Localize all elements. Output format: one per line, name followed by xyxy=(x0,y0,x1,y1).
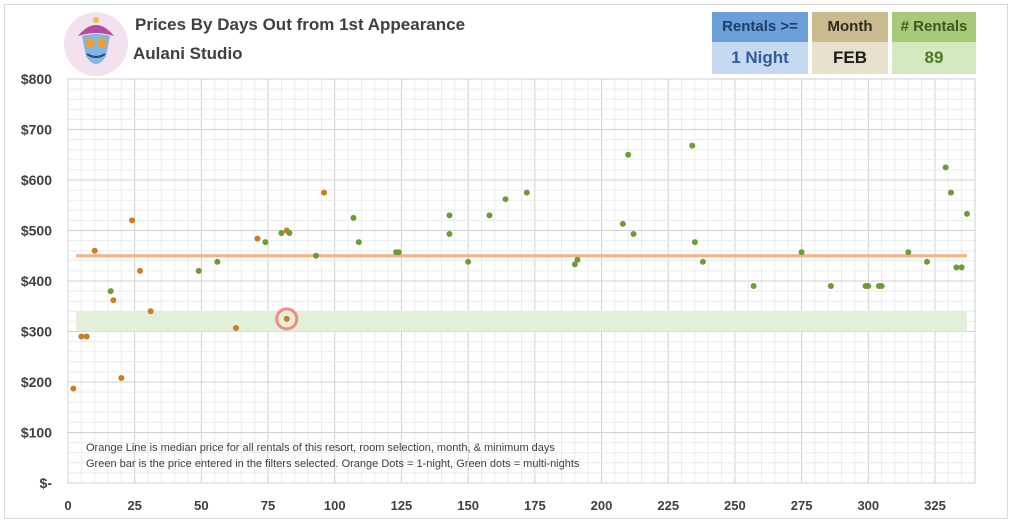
multi-night-point xyxy=(502,196,509,203)
multi-night-point xyxy=(905,249,912,256)
y-tick-label: $300 xyxy=(21,324,52,340)
x-tick-label: 150 xyxy=(457,498,479,513)
y-tick-label: $600 xyxy=(21,172,52,188)
multi-night-point xyxy=(699,258,706,265)
y-tick-label: $700 xyxy=(21,122,52,138)
rental-count-box: # Rentals 89 xyxy=(892,12,976,74)
month-filter[interactable]: Month FEB xyxy=(812,12,888,74)
x-tick-label: 250 xyxy=(724,498,746,513)
multi-night-point xyxy=(953,264,960,271)
multi-night-point xyxy=(571,261,578,268)
x-tick-label: 175 xyxy=(524,498,546,513)
one-night-point xyxy=(70,385,77,392)
one-night-point xyxy=(78,333,85,340)
one-night-point xyxy=(110,297,117,304)
multi-night-point xyxy=(465,258,472,265)
multi-night-point xyxy=(865,283,872,290)
multi-night-point xyxy=(214,258,221,265)
y-tick-label: $800 xyxy=(21,71,52,87)
one-night-point xyxy=(283,315,290,322)
multi-night-point xyxy=(350,214,357,221)
multi-night-point xyxy=(942,164,949,171)
multi-night-point xyxy=(691,239,698,246)
multi-night-point xyxy=(195,267,202,274)
plot-border xyxy=(67,78,976,484)
note-line-2: Green bar is the price entered in the fi… xyxy=(86,458,580,470)
x-tick-label: 325 xyxy=(924,498,946,513)
price-band xyxy=(76,311,967,332)
data-points xyxy=(70,142,970,392)
multi-night-point xyxy=(523,189,530,196)
y-tick-label: $500 xyxy=(21,223,52,239)
chart-subtitle: Aulani Studio xyxy=(133,44,243,63)
month-filter-label: Month xyxy=(812,12,888,42)
x-tick-label: 25 xyxy=(127,498,141,513)
one-night-point xyxy=(91,247,98,254)
y-tick-label: $400 xyxy=(21,273,52,289)
multi-night-point xyxy=(313,252,320,259)
x-tick-label: 100 xyxy=(324,498,346,513)
month-filter-value[interactable]: FEB xyxy=(812,42,888,74)
one-night-point xyxy=(147,308,154,315)
x-tick-label: 275 xyxy=(791,498,813,513)
multi-night-point xyxy=(750,283,757,290)
multi-night-point xyxy=(923,258,930,265)
one-night-point xyxy=(118,374,125,381)
multi-night-point xyxy=(958,264,965,271)
multi-night-point xyxy=(963,210,970,217)
one-night-point xyxy=(254,235,261,242)
chart-frame xyxy=(4,4,1008,519)
highlight-ring xyxy=(275,307,299,331)
chart-title: Prices By Days Out from 1st Appearance xyxy=(135,15,466,34)
grid xyxy=(67,78,976,484)
rentals-filter-value[interactable]: 1 Night xyxy=(712,42,808,74)
multi-night-point xyxy=(278,230,285,237)
multi-night-point xyxy=(355,239,362,246)
x-tick-label: 200 xyxy=(591,498,613,513)
x-tick-label: 225 xyxy=(657,498,679,513)
y-tick-label: $- xyxy=(40,475,53,491)
rental-count-label: # Rentals xyxy=(892,12,976,42)
axis-ticks: $- $100 $200 $300 $400 $500 $600 $700 $800 0 25 50 7… xyxy=(21,71,946,513)
one-night-point xyxy=(321,189,328,196)
one-night-point xyxy=(83,333,90,340)
multi-night-point xyxy=(619,220,626,227)
rentals-filter[interactable]: Rentals >= 1 Night xyxy=(712,12,808,74)
multi-night-point xyxy=(574,256,581,263)
multi-night-point xyxy=(827,283,834,290)
x-tick-label: 125 xyxy=(391,498,413,513)
multi-night-point xyxy=(486,212,493,219)
multi-night-point xyxy=(446,231,453,238)
rental-count-value: 89 xyxy=(892,42,976,74)
multi-night-point xyxy=(947,189,954,196)
x-tick-label: 50 xyxy=(194,498,208,513)
x-tick-label: 75 xyxy=(261,498,275,513)
rentals-filter-label: Rentals >= xyxy=(712,12,808,42)
multi-night-point xyxy=(689,142,696,149)
x-tick-label: 300 xyxy=(857,498,879,513)
multi-night-point xyxy=(107,288,114,295)
x-tick-label: 0 xyxy=(64,498,71,513)
one-night-point xyxy=(137,267,144,274)
note-line-1: Orange Line is median price for all rent… xyxy=(86,442,555,454)
multi-night-point xyxy=(798,249,805,256)
one-night-point xyxy=(129,217,136,224)
multi-night-point xyxy=(286,230,293,237)
one-night-point xyxy=(233,324,240,331)
y-tick-label: $200 xyxy=(21,374,52,390)
multi-night-point xyxy=(262,239,269,246)
multi-night-point xyxy=(625,151,632,158)
genie-mascot-icon xyxy=(64,12,128,76)
multi-night-point xyxy=(446,212,453,219)
multi-night-point xyxy=(630,231,637,238)
y-tick-label: $100 xyxy=(21,425,52,441)
multi-night-point xyxy=(878,283,885,290)
multi-night-point xyxy=(395,249,402,256)
